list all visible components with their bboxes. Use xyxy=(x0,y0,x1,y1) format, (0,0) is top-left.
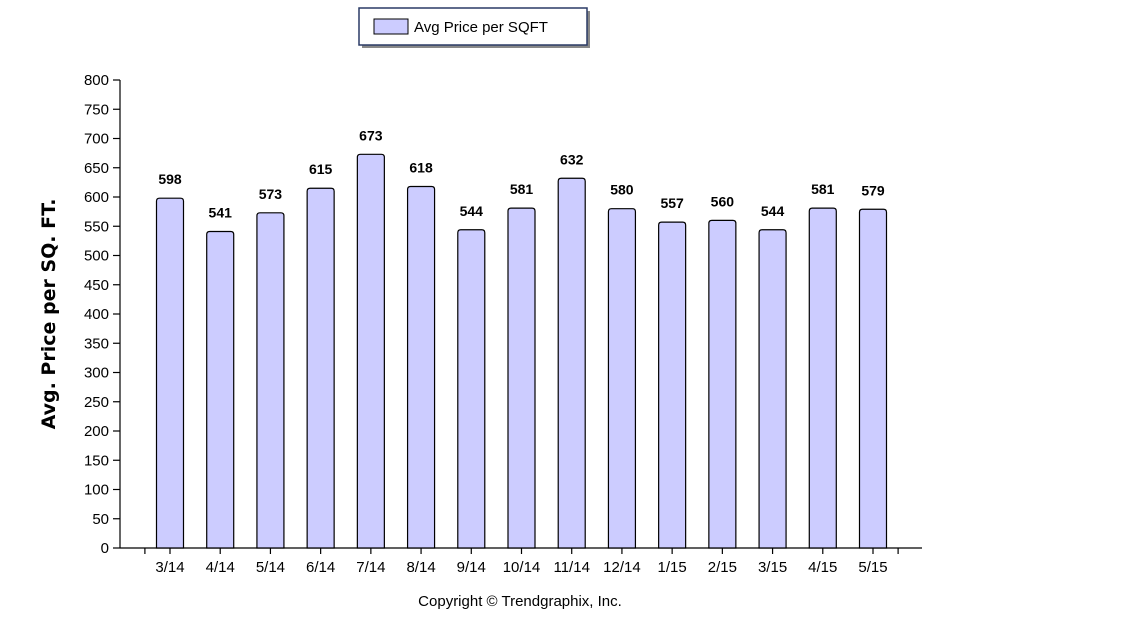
x-tick-label: 3/15 xyxy=(758,559,787,576)
y-tick-label: 250 xyxy=(84,394,109,411)
data-label: 560 xyxy=(711,193,735,209)
y-tick-label: 300 xyxy=(84,365,109,382)
x-tick-label: 12/14 xyxy=(603,559,641,576)
x-tick-label: 5/14 xyxy=(256,559,285,576)
bar xyxy=(758,229,787,549)
bar xyxy=(658,221,687,549)
data-label: 557 xyxy=(660,195,684,211)
data-label: 541 xyxy=(209,205,233,221)
data-label: 573 xyxy=(259,186,283,202)
bar xyxy=(557,177,586,549)
x-tick-label: 11/14 xyxy=(553,559,589,576)
y-tick-label: 0 xyxy=(101,540,109,557)
x-tick-label: 7/14 xyxy=(356,559,385,576)
copyright-text: Copyright © Trendgraphix, Inc. xyxy=(418,593,622,610)
bar xyxy=(457,229,486,549)
x-tick-label: 5/15 xyxy=(858,559,887,576)
y-tick-label: 400 xyxy=(84,306,109,323)
bar xyxy=(306,187,335,549)
data-label: 581 xyxy=(811,181,835,197)
y-tick-label: 450 xyxy=(84,277,109,294)
bar xyxy=(708,219,737,549)
x-tick-label: 1/15 xyxy=(658,559,687,576)
y-axis-title: Avg. Price per SQ. FT. xyxy=(38,199,60,430)
bar xyxy=(406,185,436,549)
y-tick-label: 100 xyxy=(84,482,109,499)
x-tick-label: 6/14 xyxy=(306,559,335,576)
data-label: 544 xyxy=(761,203,785,219)
y-tick-label: 50 xyxy=(92,511,109,528)
x-tick-label: 2/15 xyxy=(708,559,737,576)
data-label: 673 xyxy=(359,127,383,143)
legend-label: Avg Price per SQFT xyxy=(414,19,548,36)
y-tick-label: 650 xyxy=(84,160,109,177)
x-tick-label: 10/14 xyxy=(503,559,541,576)
bar xyxy=(206,230,235,549)
data-label: 615 xyxy=(309,161,333,177)
bar xyxy=(858,208,888,549)
data-label: 618 xyxy=(409,159,433,175)
y-tick-label: 800 xyxy=(84,72,109,89)
data-label: 579 xyxy=(861,182,885,198)
x-tick-label: 4/14 xyxy=(206,559,235,576)
data-label: 632 xyxy=(560,151,584,167)
y-tick-label: 200 xyxy=(84,423,109,440)
bars: 598 541 573 615 673 618 544 581 632 580 557 560 544 5… xyxy=(155,127,888,549)
x-tick-label: 8/14 xyxy=(406,559,435,576)
y-tick-label: 550 xyxy=(84,218,109,235)
legend-swatch xyxy=(373,18,409,35)
y-tick-label: 500 xyxy=(84,248,109,265)
legend: Avg Price per SQFT xyxy=(358,7,590,48)
bar xyxy=(256,212,285,549)
data-label: 544 xyxy=(460,203,484,219)
y-tick-label: 700 xyxy=(84,131,109,148)
data-label: 598 xyxy=(158,171,182,187)
data-label: 581 xyxy=(510,181,534,197)
bar xyxy=(155,197,185,549)
y-tick-label: 750 xyxy=(84,101,109,118)
bar xyxy=(356,153,385,549)
data-label: 580 xyxy=(610,182,634,198)
bar xyxy=(507,207,536,549)
y-tick-label: 350 xyxy=(84,335,109,352)
y-tick-label: 600 xyxy=(84,189,109,206)
bar xyxy=(808,207,837,549)
x-tick-label: 9/14 xyxy=(457,559,486,576)
y-ticks: 0 50 100 150 200 250 300 350 400 450 500 550 600 650 7… xyxy=(84,72,120,557)
x-ticks: 3/14 4/14 5/14 6/14 7/14 8/14 9/14 10/14 11/14 12… xyxy=(144,548,899,576)
y-tick-label: 150 xyxy=(84,452,109,469)
bar xyxy=(607,208,637,549)
x-tick-label: 3/14 xyxy=(155,559,184,576)
x-tick-label: 4/15 xyxy=(808,559,837,576)
